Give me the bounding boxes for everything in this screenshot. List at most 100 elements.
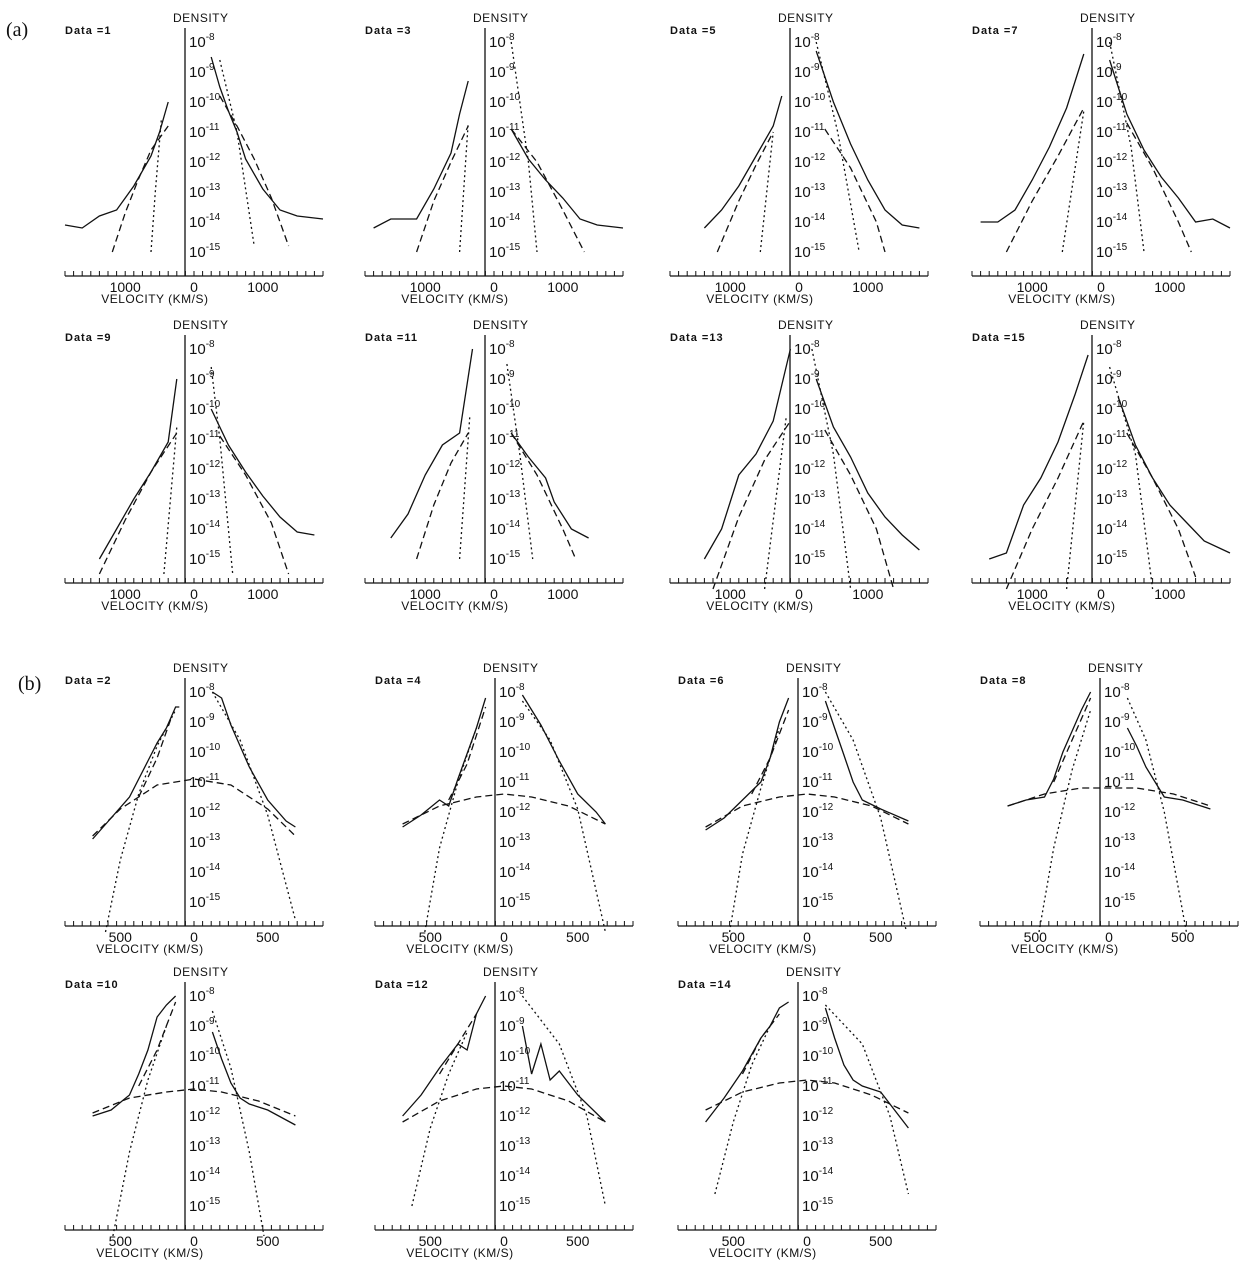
y-tick-label: 10-13 <box>489 182 521 201</box>
y-tick-label: 10-12 <box>489 459 521 478</box>
x-axis-title: VELOCITY (KM/S) <box>401 599 508 613</box>
series-dotted <box>1108 41 1145 253</box>
y-tick-label: 10-10 <box>189 742 221 761</box>
series-solid <box>1007 691 1092 807</box>
y-tick-label: 10-13 <box>499 1136 531 1155</box>
series-solid <box>705 697 790 831</box>
y-axis-title: DENSITY <box>473 11 529 25</box>
data-label: Data =2 <box>65 675 111 687</box>
y-tick-label: 10-8 <box>189 339 215 358</box>
y-tick-label: 10-8 <box>489 32 515 51</box>
y-tick-label: 10-8 <box>1096 32 1122 51</box>
y-tick-label: 10-11 <box>189 429 220 448</box>
y-tick-label: 10-15 <box>499 1196 531 1215</box>
y-tick-label: 10-14 <box>802 862 834 881</box>
y-tick-label: 10-13 <box>1104 832 1136 851</box>
y-tick-label: 10-9 <box>189 1016 215 1035</box>
y-tick-label: 10-12 <box>189 152 221 171</box>
series-solid <box>390 348 474 539</box>
series-dashed <box>1126 122 1192 253</box>
panel-data-1: Data =1 DENSITY 10-8 10-9 10-10 10-11 10-12 10-… <box>64 11 324 306</box>
series-dotted <box>411 1031 468 1207</box>
y-tick-label: 10-14 <box>1104 862 1136 881</box>
y-axis-title: DENSITY <box>778 11 834 25</box>
x-tick-label: 500 <box>256 929 280 945</box>
y-tick-label: 10-9 <box>1096 62 1122 81</box>
series-solid <box>92 995 177 1117</box>
series-dotted <box>211 691 297 921</box>
series-dotted <box>763 417 787 590</box>
y-tick-label: 10-11 <box>1096 122 1127 141</box>
series-dotted <box>506 363 534 560</box>
y-tick-label: 10-9 <box>189 62 215 81</box>
y-tick-label: 10-15 <box>189 1196 221 1215</box>
panel-data-11: Data =11DENSITY10-810-910-1010-1110-1210… <box>364 318 624 613</box>
panel-data-4: Data =4 DENSITY 10-8 10-9 10-10 10-11 10-12 10-… <box>374 661 634 956</box>
data-label: Data =4 <box>375 675 421 687</box>
series-dashed <box>92 1088 296 1117</box>
y-tick-label: 10-15 <box>489 242 521 261</box>
y-tick-label: 10-10 <box>189 92 221 111</box>
y-tick-label: 10-12 <box>1104 802 1136 821</box>
y-tick-label: 10-13 <box>1096 182 1128 201</box>
y-tick-label: 10-8 <box>802 682 828 701</box>
x-tick-label: 500 <box>566 929 590 945</box>
x-tick-label: 500 <box>722 1233 746 1249</box>
series-dotted <box>1038 709 1092 933</box>
y-tick-label: 10-10 <box>489 399 521 418</box>
panel-data-12: Data =12 DENSITY 10-8 10-9 10-10 10-11 10-12 10… <box>374 965 634 1260</box>
series-dashed <box>98 432 178 575</box>
y-tick-label: 10-9 <box>802 712 828 731</box>
y-tick-label: 10-12 <box>189 459 221 478</box>
series-dashed <box>712 420 791 590</box>
y-tick-label: 10-10 <box>802 742 834 761</box>
x-tick-label: 500 <box>722 929 746 945</box>
series-dotted <box>811 348 852 590</box>
data-label: Data =10 <box>65 979 119 991</box>
y-tick-label: 10-14 <box>499 1166 531 1185</box>
series-dotted <box>824 1004 910 1195</box>
y-tick-label: 10-10 <box>794 399 826 418</box>
series-solid <box>211 1031 296 1126</box>
section-b-label: (b) <box>18 673 41 695</box>
y-tick-label: 10-14 <box>499 862 531 881</box>
data-label: Data =14 <box>678 979 732 991</box>
data-label: Data =6 <box>678 675 724 687</box>
series-dashed <box>138 1001 177 1087</box>
y-tick-label: 10-15 <box>189 549 221 568</box>
series-solid <box>521 694 606 825</box>
y-tick-label: 10-13 <box>1096 489 1128 508</box>
series-dotted <box>1108 366 1154 590</box>
y-tick-label: 10-15 <box>794 549 826 568</box>
series-dotted <box>714 1025 771 1195</box>
series-dashed <box>716 131 774 253</box>
y-tick-label: 10-8 <box>189 986 215 1005</box>
x-tick-label: 1000 <box>852 586 883 602</box>
y-tick-label: 10-8 <box>499 986 525 1005</box>
y-tick-label: 10-15 <box>489 549 521 568</box>
panel-data-2: Data =2 DENSITY 10-8 10-9 10-10 10-11 10-12 10-… <box>64 661 324 956</box>
y-tick-label: 10-8 <box>794 32 820 51</box>
y-axis-title: DENSITY <box>173 11 229 25</box>
series-solid <box>98 378 178 560</box>
y-tick-label: 10-8 <box>1096 339 1122 358</box>
series-solid <box>212 691 296 828</box>
x-axis-title: VELOCITY (KM/S) <box>101 599 208 613</box>
x-tick-label: 1000 <box>715 586 746 602</box>
series-solid <box>988 354 1089 560</box>
panel-grid: Data =1 DENSITY 10-8 10-9 10-10 10-11 10-12 10-… <box>64 11 1239 1260</box>
y-tick-label: 10-13 <box>489 489 521 508</box>
series-dashed <box>1053 697 1092 783</box>
x-tick-label: 0 <box>795 586 803 602</box>
x-tick-label: 1000 <box>715 279 746 295</box>
y-axis-title: DENSITY <box>786 661 842 675</box>
series-solid <box>815 378 920 551</box>
y-tick-label: 10-15 <box>499 892 531 911</box>
y-tick-label: 10-11 <box>802 772 833 791</box>
x-tick-label: 0 <box>803 1233 811 1249</box>
x-tick-label: 500 <box>1024 929 1048 945</box>
series-solid <box>1117 396 1231 554</box>
x-tick-label: 1000 <box>547 586 578 602</box>
series-solid <box>210 56 324 220</box>
